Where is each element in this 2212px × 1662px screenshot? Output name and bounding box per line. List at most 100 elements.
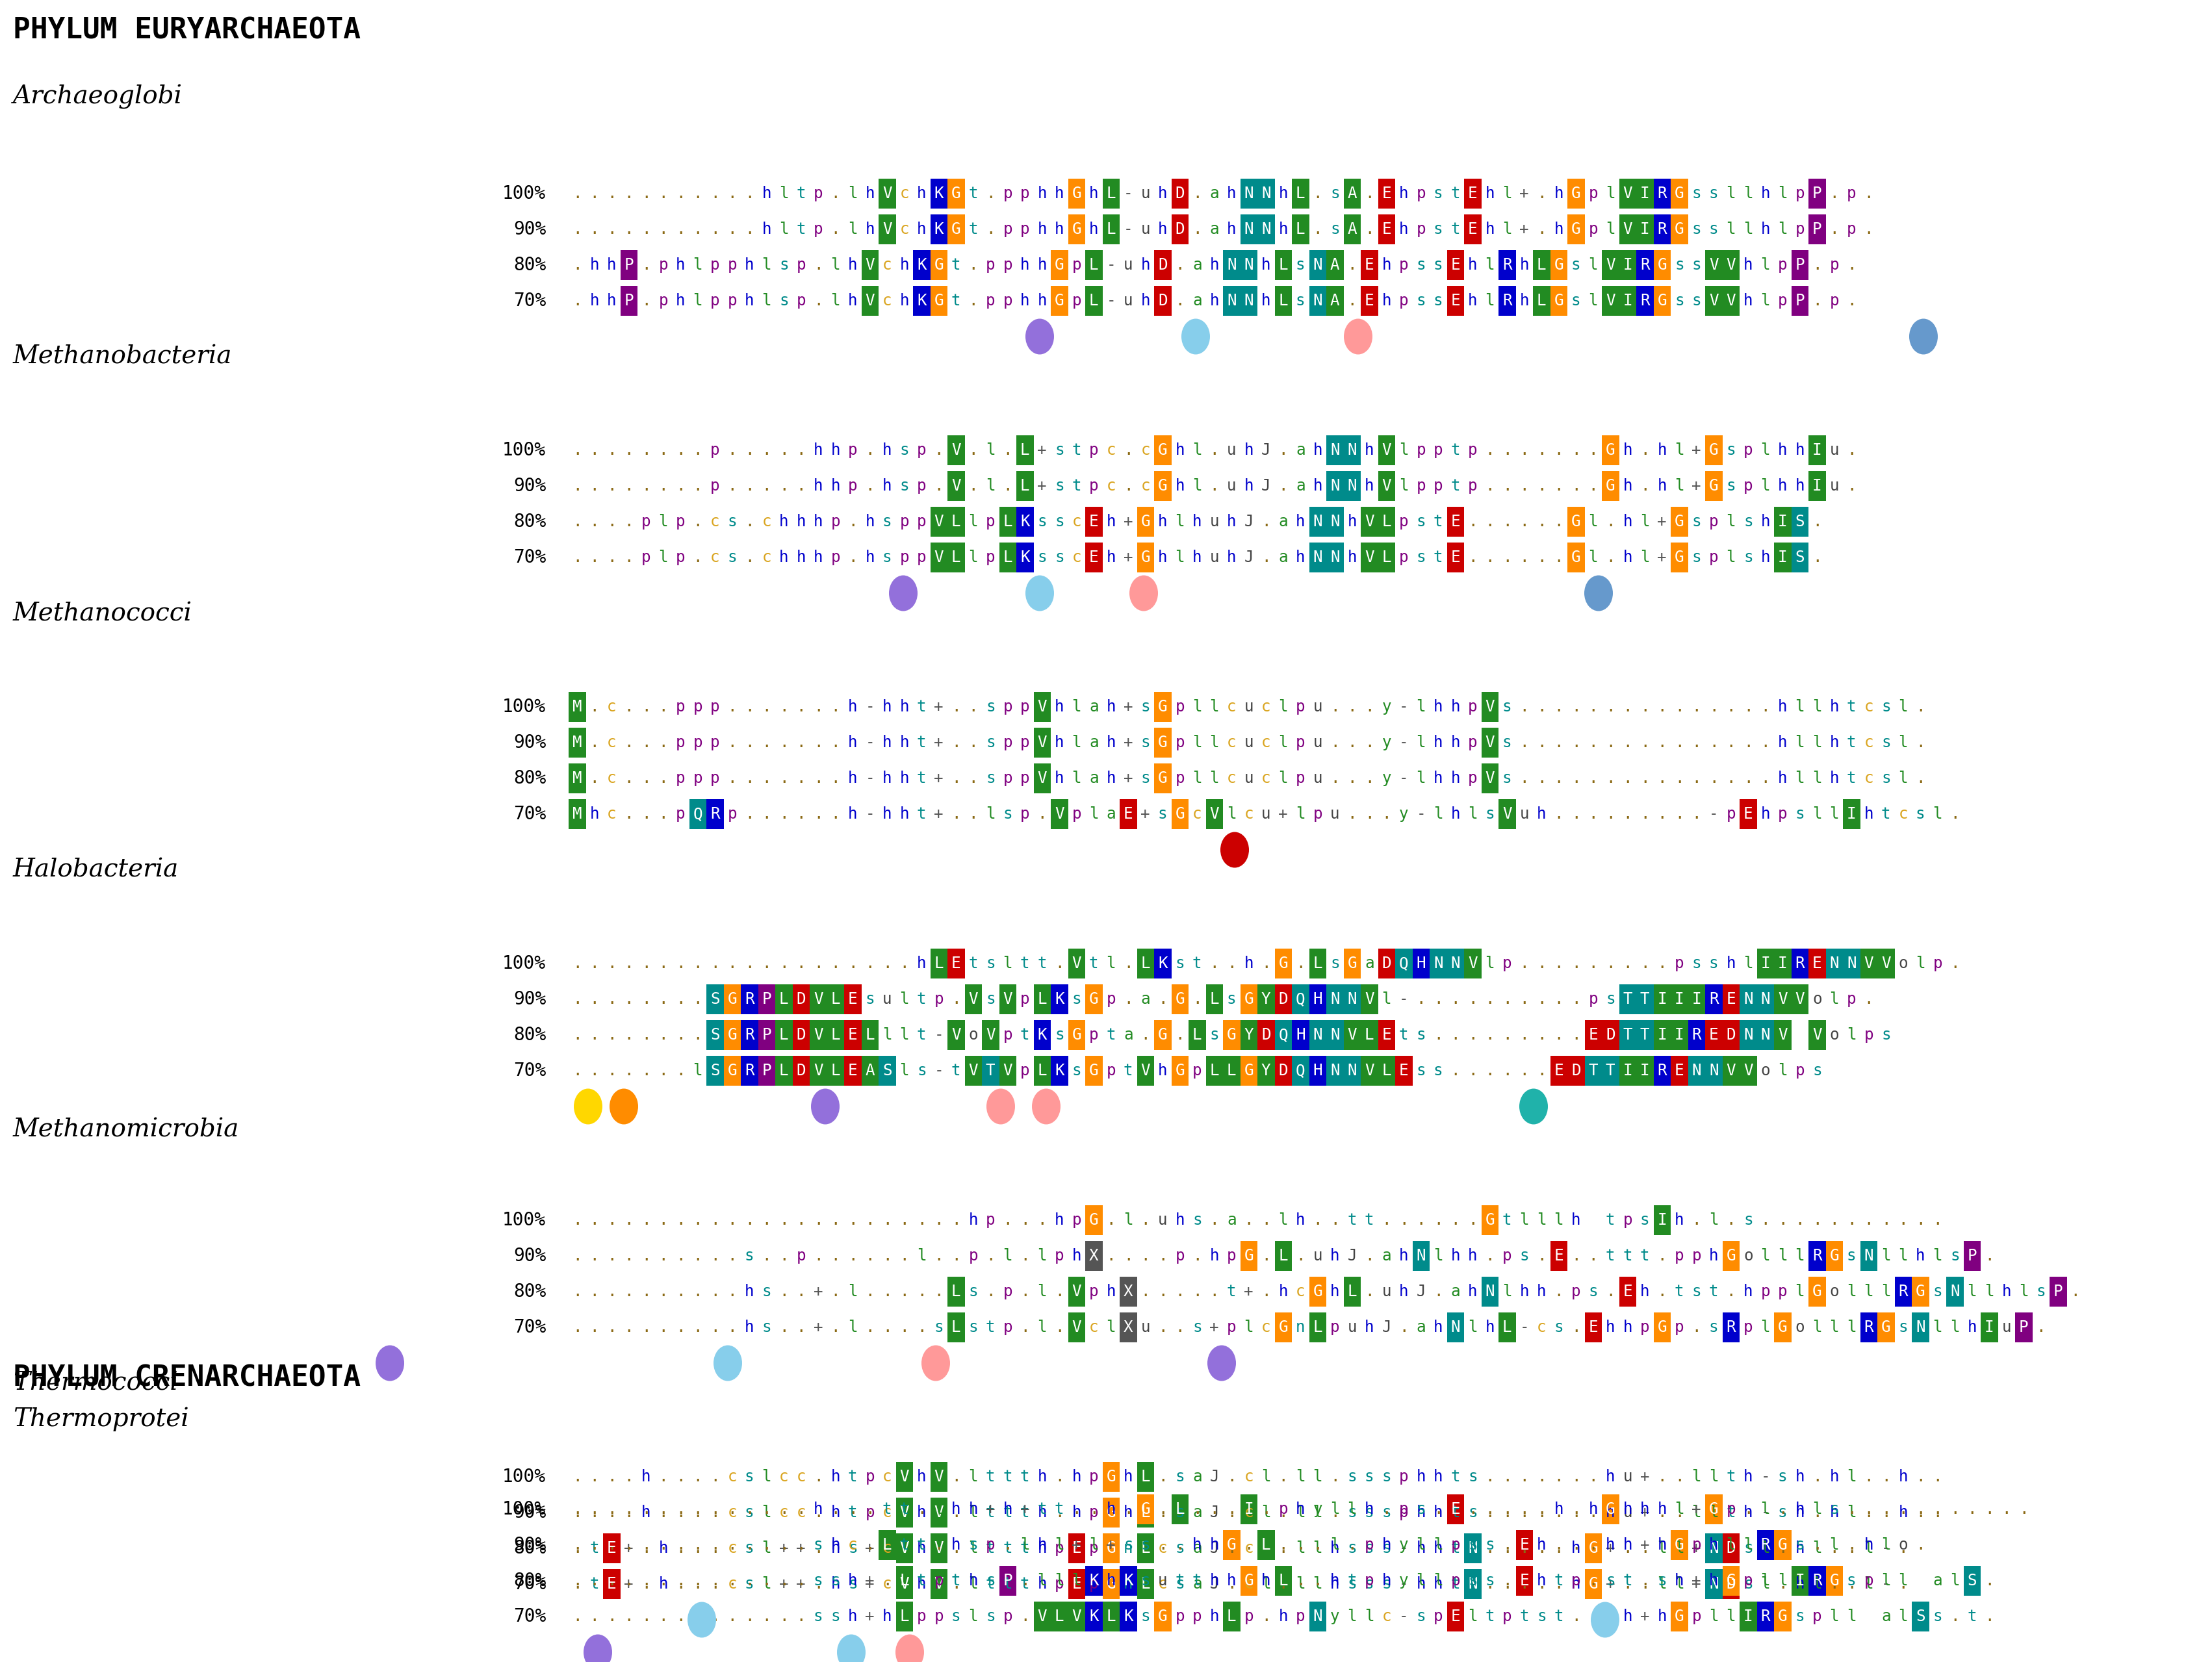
Text: L: L	[832, 1027, 841, 1042]
Text: .: .	[591, 1027, 599, 1042]
Text: G: G	[1812, 1283, 1823, 1300]
Text: L: L	[1141, 1541, 1150, 1556]
Text: G: G	[1606, 479, 1615, 494]
Text: .: .	[591, 1469, 599, 1484]
Bar	[947, 949, 964, 979]
Bar	[723, 984, 741, 1014]
Text: .: .	[900, 956, 909, 971]
Text: N: N	[1243, 258, 1254, 273]
Text: R: R	[745, 1027, 754, 1042]
Text: .: .	[677, 1541, 686, 1556]
Text: +: +	[865, 1609, 874, 1624]
Text: t: t	[1502, 1212, 1511, 1228]
Bar	[1756, 949, 1774, 979]
Bar	[741, 1020, 759, 1050]
Text: p: p	[933, 992, 945, 1007]
Text: s: s	[987, 735, 995, 751]
Text: .: .	[761, 700, 772, 715]
Bar	[1482, 728, 1498, 758]
Text: h: h	[606, 293, 617, 309]
Text: .: .	[624, 1572, 633, 1589]
Text: u: u	[1347, 1320, 1356, 1335]
Text: .: .	[1261, 514, 1270, 530]
Text: h: h	[1865, 1537, 1874, 1552]
Text: .: .	[900, 1320, 909, 1335]
Text: .: .	[1571, 771, 1582, 786]
Text: .: .	[1674, 1469, 1683, 1484]
Text: h: h	[1829, 700, 1838, 715]
Bar	[1825, 1566, 1843, 1596]
Text: D: D	[1279, 992, 1287, 1007]
Bar	[1774, 1313, 1792, 1343]
Text: .: .	[692, 1537, 703, 1552]
Text: .: .	[796, 735, 805, 751]
Bar	[1792, 542, 1809, 572]
Text: .: .	[1571, 992, 1582, 1007]
Bar	[845, 1055, 860, 1085]
Text: .: .	[1382, 1212, 1391, 1228]
Text: h: h	[832, 479, 841, 494]
Text: G: G	[1157, 479, 1168, 494]
Text: h: h	[1469, 258, 1478, 273]
Text: R: R	[1812, 1572, 1823, 1589]
Text: .: .	[1037, 1212, 1046, 1228]
Text: h: h	[1865, 806, 1874, 823]
Bar	[827, 1020, 845, 1050]
Text: N: N	[1329, 514, 1340, 530]
Text: .: .	[1314, 1572, 1323, 1589]
Text: .: .	[1606, 956, 1615, 971]
Text: u: u	[1210, 550, 1219, 565]
Text: 80%: 80%	[513, 770, 546, 788]
Text: s: s	[1073, 1064, 1082, 1079]
Bar	[1000, 984, 1015, 1014]
Text: s: s	[745, 1469, 754, 1484]
Text: t: t	[883, 1501, 891, 1517]
Text: h: h	[1433, 1469, 1442, 1484]
Text: T: T	[1639, 1027, 1650, 1042]
Text: p: p	[677, 514, 686, 530]
Text: l: l	[1796, 1248, 1805, 1263]
Text: .: .	[1502, 1504, 1511, 1521]
Text: s: s	[814, 1572, 823, 1589]
Text: N: N	[1228, 258, 1237, 273]
Text: p: p	[1175, 1248, 1186, 1263]
Text: c: c	[883, 258, 891, 273]
Text: t: t	[1847, 700, 1856, 715]
Text: .: .	[1365, 806, 1374, 823]
Text: c: c	[1243, 1576, 1254, 1592]
Text: .: .	[1451, 1212, 1460, 1228]
Text: c: c	[1157, 1541, 1168, 1556]
Text: s: s	[1365, 1541, 1374, 1556]
Text: l: l	[1829, 992, 1838, 1007]
Text: .: .	[624, 442, 633, 459]
Bar	[1774, 949, 1792, 979]
Bar	[1068, 1534, 1086, 1564]
Text: p: p	[987, 1537, 995, 1552]
Text: h: h	[1279, 1609, 1287, 1624]
Text: .: .	[1537, 479, 1546, 494]
Text: p: p	[1778, 293, 1787, 309]
Text: l: l	[1210, 735, 1219, 751]
Text: s: s	[1141, 735, 1150, 751]
Text: h: h	[659, 1576, 668, 1592]
Text: .: .	[1484, 479, 1495, 494]
Text: .: .	[1261, 550, 1270, 565]
Text: .: .	[779, 735, 790, 751]
Text: .: .	[1192, 221, 1201, 238]
Text: .: .	[1624, 771, 1632, 786]
Text: s: s	[1674, 258, 1683, 273]
Text: .: .	[624, 514, 633, 530]
Text: Halobacteria: Halobacteria	[13, 858, 179, 883]
Bar	[896, 1497, 914, 1527]
Text: .: .	[779, 442, 790, 459]
Text: u: u	[1314, 735, 1323, 751]
Text: .: .	[1520, 992, 1528, 1007]
Text: V: V	[1073, 1283, 1082, 1300]
Text: h: h	[1469, 293, 1478, 309]
Text: .: .	[796, 1572, 805, 1589]
Bar	[1498, 286, 1515, 316]
Bar	[1241, 1494, 1256, 1524]
Text: I: I	[1778, 514, 1787, 530]
Text: h: h	[591, 293, 599, 309]
Text: +: +	[1243, 1283, 1254, 1300]
